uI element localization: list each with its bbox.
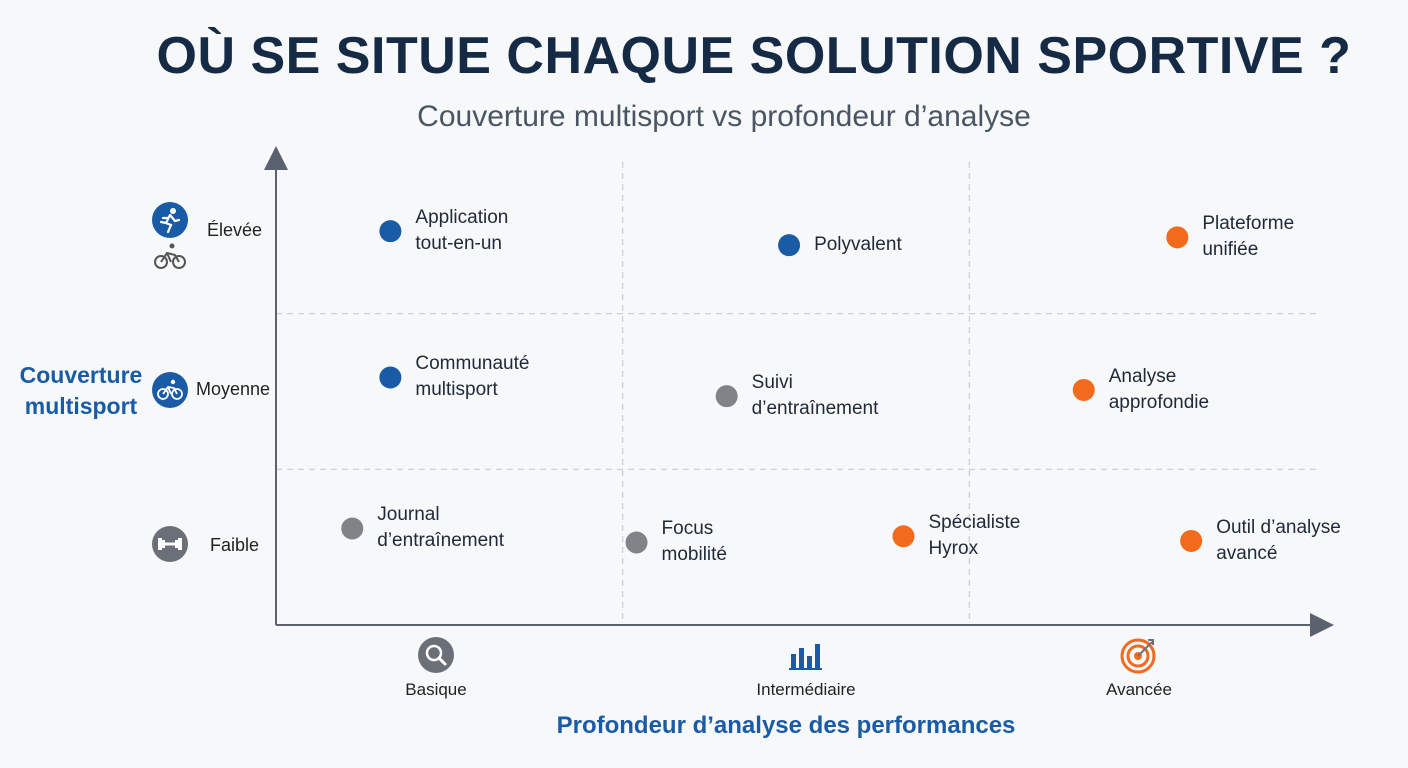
data-point [1180,529,1203,552]
data-point [341,517,364,540]
data-point [778,234,801,257]
bar-chart-icon [788,640,824,677]
data-point [1072,378,1095,401]
data-point [892,525,915,548]
dumbbell-icon [152,526,188,567]
data-point-label: Plateforme unifiée [1202,211,1294,263]
data-point-label-line: mobilité [661,544,728,566]
y-tick-low: Faible [210,535,260,555]
data-point-label: Journal d’entraînement [377,502,504,554]
data-point-label: Analyse approfondie [1109,364,1209,416]
data-point-label-line: Hyrox [928,538,979,560]
data-point-label-line: multisport [415,379,498,401]
data-point-label-line: d’entraînement [751,398,879,420]
data-point-label: Spécialiste Hyrox [928,510,1020,562]
cyclist-icon [153,241,187,276]
data-point [715,385,738,408]
data-point-label-line: avancé [1216,542,1278,564]
target-icon [1120,636,1158,679]
data-point-label-line: Outil d’analyse [1216,516,1341,538]
chart-subtitle: Couverture multisport vs profondeur d’an… [417,100,1031,133]
data-point-label: Polyvalent [814,232,902,258]
data-point-label-line: tout-en-un [415,233,503,255]
data-point-label-line: Suivi [751,372,793,394]
data-point-label: Outil d’analyse avancé [1216,515,1341,567]
x-tick-basique: Basique [405,680,467,699]
y-axis-label: Couverture multisport [19,362,143,419]
data-point-label: Application tout-en-un [415,205,508,257]
data-point-label-line: approfondie [1108,391,1210,413]
runner-icon [152,202,188,243]
data-points [341,220,1203,554]
data-point-label: Communauté multisport [415,351,529,403]
x-tick-intermediaire: Intermédiaire [756,680,856,699]
data-point [625,531,648,554]
grid-lines [276,162,1316,625]
magnifier-icon [418,637,454,678]
data-point-label: Focus mobilité [662,516,727,568]
cyclist-icon [152,372,188,413]
y-tick-mid: Moyenne [196,379,271,399]
x-axis-label: Profondeur d’analyse des performances [556,712,1016,739]
y-tick-high: Élevée [207,220,263,240]
data-point-label-line: Focus [661,518,714,540]
data-point-label-line: d’entraînement [377,530,505,552]
data-point [1166,226,1189,249]
data-point-label: Suivi d’entraînement [752,370,879,422]
chart-title: OÙ SE SITUE CHAQUE SOLUTION SPORTIVE ? [156,27,1352,85]
data-point-label-line: Polyvalent [814,234,902,256]
data-point [379,366,402,389]
data-point-label-line: unifiée [1202,239,1259,261]
x-tick-avancee: Avancée [1106,680,1172,699]
data-point-label-line: Analyse [1108,365,1177,387]
data-point-label-line: Plateforme [1202,213,1295,235]
data-point-label-line: Spécialiste [928,512,1021,534]
data-point [379,220,402,243]
data-point-label-line: Journal [377,504,440,526]
data-point-label-line: Application [415,207,509,229]
data-point-label-line: Communauté [415,353,530,375]
